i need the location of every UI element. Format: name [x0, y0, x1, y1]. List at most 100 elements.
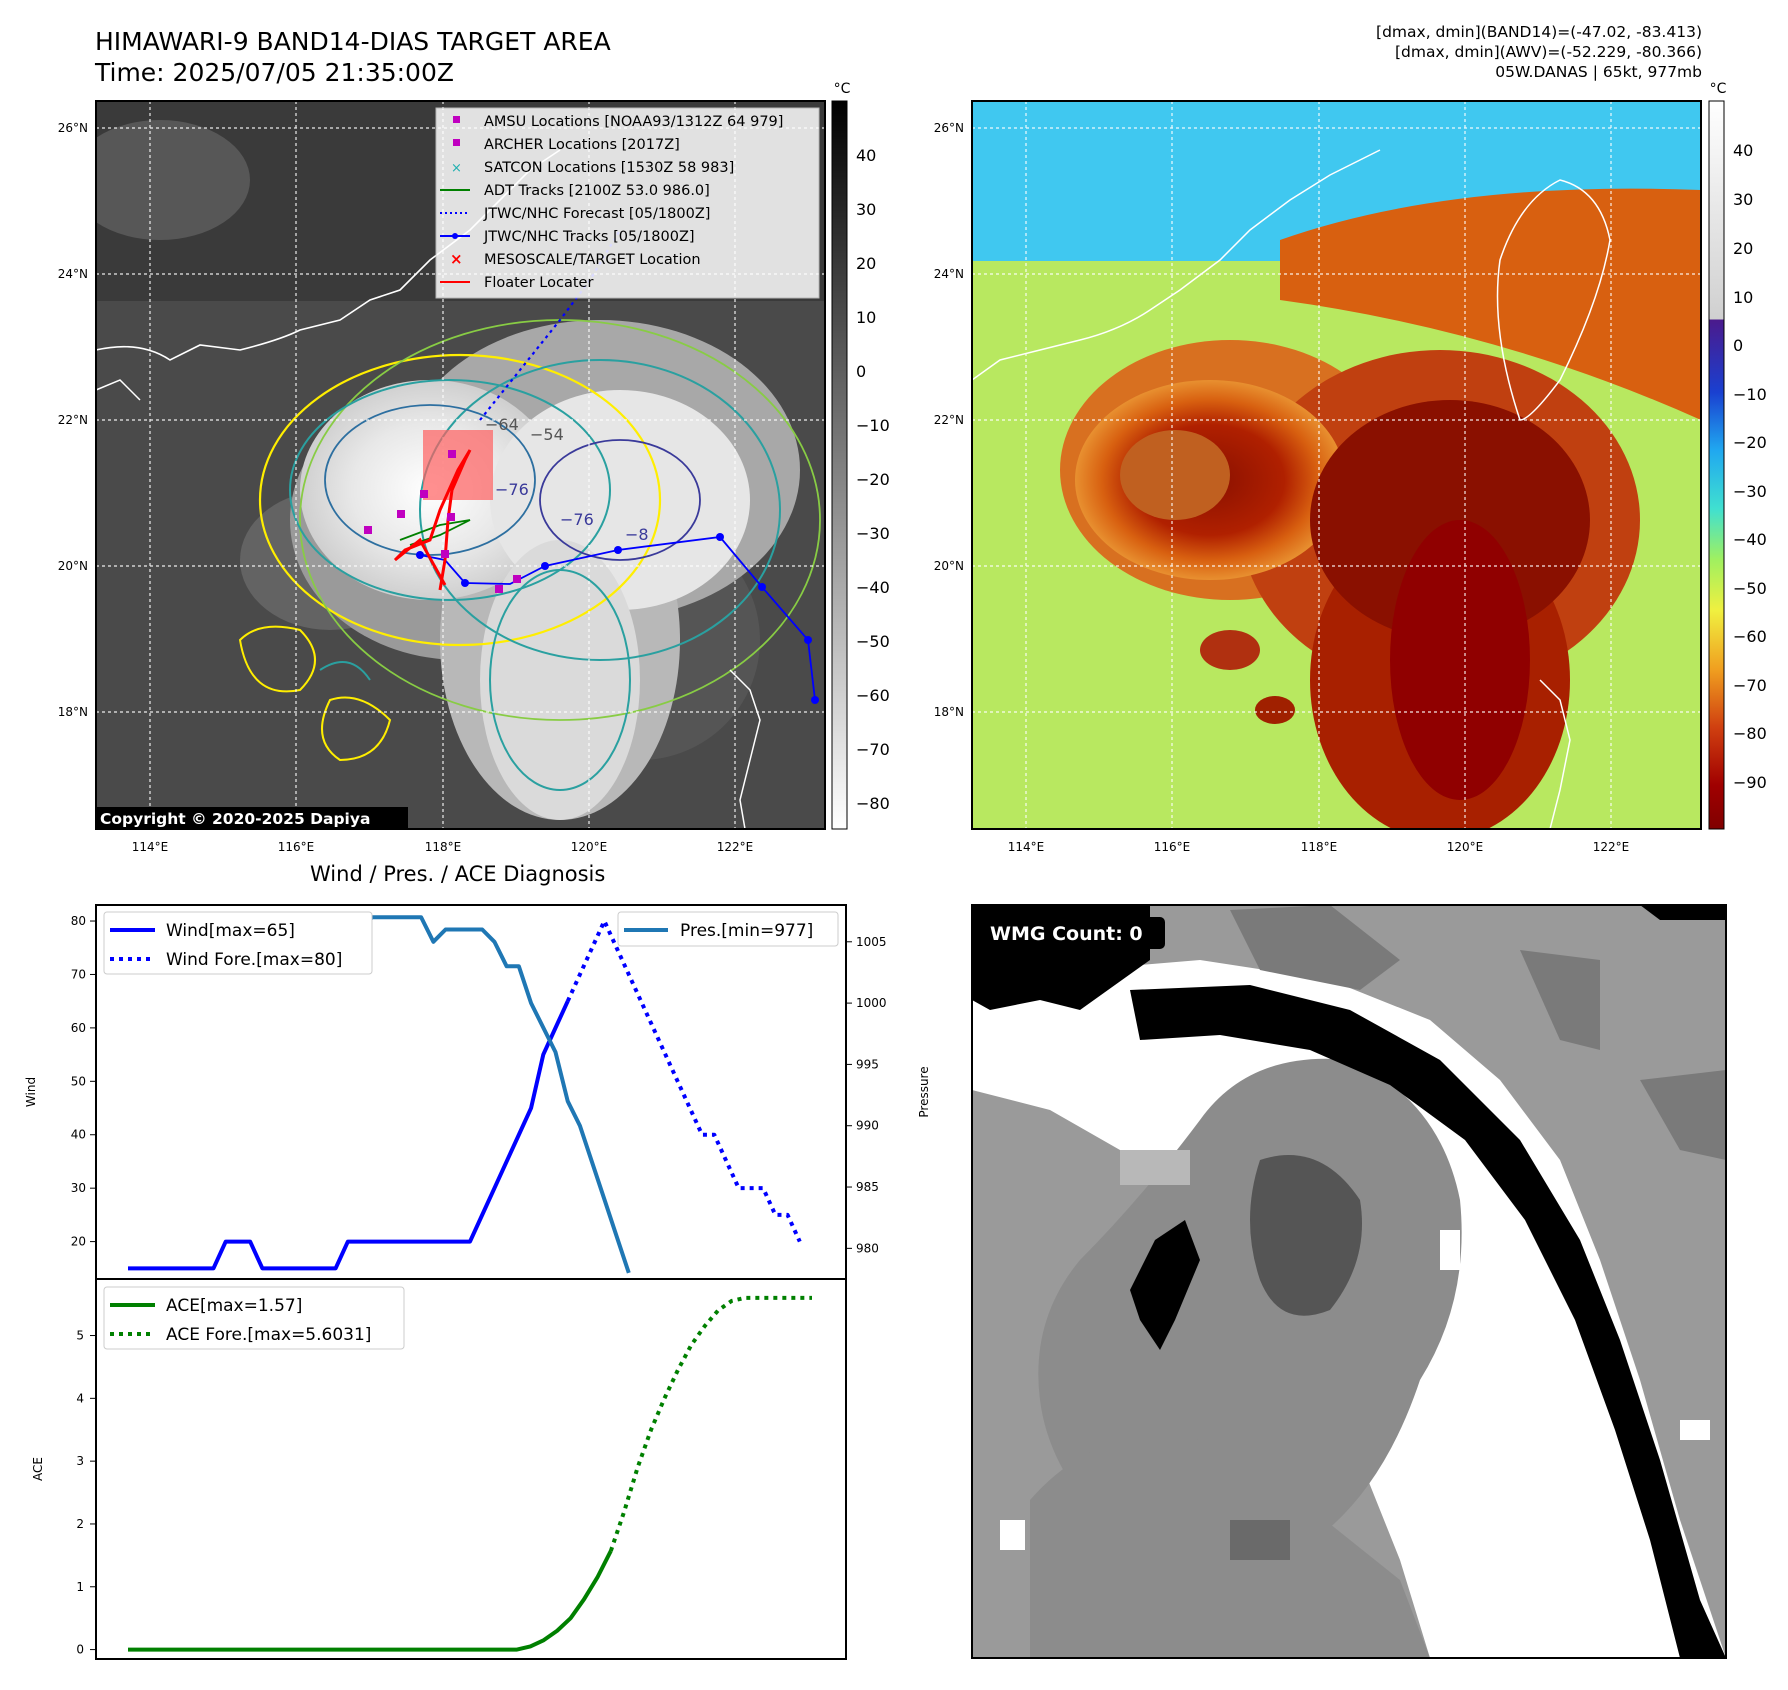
legend-floater: Floater Locater	[484, 275, 593, 291]
svg-text:26°N: 26°N	[934, 121, 964, 135]
wmg-count-label: WMG Count: 0	[990, 923, 1143, 945]
left-map-frame	[95, 100, 826, 830]
ace-legend: ACE[max=1.57] ACE Fore.[max=5.6031]	[103, 1286, 405, 1350]
svg-text:−90: −90	[1733, 773, 1767, 792]
wind-legend-label: Wind[max=65]	[166, 921, 295, 941]
svg-text:−60: −60	[856, 686, 890, 705]
wmg-frame	[971, 904, 1727, 1659]
wind-y-ticks: 20 30 40 50 60 70 80	[71, 914, 96, 1249]
ace-tick-label: 0	[76, 1643, 84, 1657]
legend-forecast: JTWC/NHC Forecast [05/1800Z]	[483, 206, 710, 222]
svg-text:−30: −30	[856, 524, 890, 543]
ace-legend-label: ACE[max=1.57]	[166, 1296, 302, 1316]
svg-text:−20: −20	[1733, 433, 1767, 452]
map-legend: AMSU Locations [NOAA93/1312Z 64 979] ARC…	[435, 107, 820, 299]
left-lat-labels: 26°N 24°N 22°N 20°N 18°N	[58, 121, 88, 719]
ace-tick-label: 1	[76, 1580, 84, 1594]
wind-forecast-line	[565, 919, 802, 1243]
svg-text:118°E: 118°E	[425, 840, 462, 854]
wind-tick-label: 70	[71, 967, 86, 981]
svg-text:20°N: 20°N	[58, 559, 88, 573]
target-legend-marker: ×	[450, 250, 463, 268]
svg-text:−70: −70	[1733, 676, 1767, 695]
svg-text:20: 20	[856, 254, 876, 273]
svg-text:22°N: 22°N	[58, 413, 88, 427]
pressure-tick-label: 995	[856, 1057, 879, 1071]
figure-stats: [dmax, dmin](BAND14)=(-47.02, -83.413) […	[1376, 22, 1702, 82]
svg-text:−10: −10	[1733, 385, 1767, 404]
wind-line	[128, 1000, 570, 1271]
satcon-legend-marker: ×	[451, 161, 462, 176]
wind-tick-label: 30	[71, 1181, 86, 1195]
svg-text:10: 10	[1733, 288, 1753, 307]
svg-text:120°E: 120°E	[571, 840, 608, 854]
ace-forecast-line	[608, 1295, 812, 1552]
wind-tick-label: 50	[71, 1074, 86, 1088]
svg-text:24°N: 24°N	[58, 267, 88, 281]
svg-text:−40: −40	[1733, 530, 1767, 549]
svg-text:24°N: 24°N	[934, 267, 964, 281]
svg-text:0: 0	[856, 362, 866, 381]
svg-text:30: 30	[1733, 190, 1753, 209]
svg-text:120°E: 120°E	[1447, 840, 1484, 854]
svg-text:30: 30	[856, 200, 876, 219]
ace-axis-label: ACE	[31, 1457, 45, 1481]
svg-text:116°E: 116°E	[1154, 840, 1191, 854]
wind-axis-label: Wind	[24, 1077, 38, 1107]
left-colorbar: °C 40 30 20 10 0 −10 −20 −30 −40 −50 −60…	[831, 81, 890, 830]
contour-label: −8	[625, 525, 649, 544]
legend-adt: ADT Tracks [2100Z 53.0 986.0]	[484, 183, 710, 199]
wind-tick-label: 20	[71, 1235, 86, 1249]
contour-label: −64	[485, 415, 519, 434]
ace-chart: 0 1 2 3 4 5 ACE ACE[max=1.57] ACE Fore.[max=5…	[31, 1278, 847, 1660]
copyright-text: Copyright © 2020-2025 Dapiya	[100, 810, 370, 828]
right-lon-labels: 114°E 116°E 118°E 120°E 122°E	[1008, 840, 1630, 854]
left-lon-labels: 114°E 116°E 118°E 120°E 122°E	[132, 840, 754, 854]
svg-text:−30: −30	[1733, 482, 1767, 501]
svg-text:−40: −40	[856, 578, 890, 597]
svg-text:−20: −20	[856, 470, 890, 489]
svg-text:40: 40	[856, 146, 876, 165]
diagnosis-title: Wind / Pres. / ACE Diagnosis	[310, 862, 606, 886]
svg-text:−80: −80	[856, 794, 890, 813]
pressure-legend: Pres.[min=977]	[617, 911, 839, 947]
svg-text:114°E: 114°E	[132, 840, 169, 854]
stat-storm: 05W.DANAS | 65kt, 977mb	[1495, 63, 1702, 81]
legend-archer: ARCHER Locations [2017Z]	[484, 137, 680, 153]
pressure-legend-label: Pres.[min=977]	[680, 921, 813, 941]
legend-amsu: AMSU Locations [NOAA93/1312Z 64 979]	[484, 114, 783, 130]
wmg-label-box	[982, 917, 1165, 949]
ace-tick-label: 2	[76, 1517, 84, 1531]
legend-satcon: SATCON Locations [1530Z 58 983]	[484, 160, 734, 176]
svg-text:−10: −10	[856, 416, 890, 435]
right-lat-labels: 26°N 24°N 22°N 20°N 18°N	[934, 121, 964, 719]
svg-text:122°E: 122°E	[1593, 840, 1630, 854]
ir-color-map	[972, 101, 1701, 829]
svg-text:10: 10	[856, 308, 876, 327]
pressure-tick-label: 985	[856, 1180, 879, 1194]
legend-tracks: JTWC/NHC Tracks [05/1800Z]	[483, 229, 695, 245]
svg-text:114°E: 114°E	[1008, 840, 1045, 854]
contour-label: −76	[495, 480, 529, 499]
ace-tick-label: 5	[76, 1329, 84, 1343]
pressure-axis-label: Pressure	[917, 1066, 931, 1117]
svg-text:40: 40	[1733, 141, 1753, 160]
wind-tick-label: 40	[71, 1128, 86, 1142]
right-colorbar: °C 40 30 20 10 0 −10 −20 −30 −40 −50 −60…	[1708, 81, 1767, 830]
svg-text:18°N: 18°N	[58, 705, 88, 719]
wind-fore-legend-label: Wind Fore.[max=80]	[166, 950, 342, 970]
svg-text:−80: −80	[1733, 724, 1767, 743]
svg-text:22°N: 22°N	[934, 413, 964, 427]
legend-target: MESOSCALE/TARGET Location	[484, 252, 701, 268]
svg-text:26°N: 26°N	[58, 121, 88, 135]
svg-text:118°E: 118°E	[1301, 840, 1338, 854]
svg-text:20: 20	[1733, 239, 1753, 258]
ace-tick-label: 4	[76, 1391, 84, 1405]
contour-label: −76	[560, 510, 594, 529]
wind-tick-label: 60	[71, 1021, 86, 1035]
contour-label: −54	[530, 425, 564, 444]
pressure-tick-label: 1000	[856, 996, 887, 1010]
stat-band14: [dmax, dmin](BAND14)=(-47.02, -83.413)	[1376, 23, 1702, 41]
figure-title: HIMAWARI-9 BAND14-DIAS TARGET AREA Time:…	[95, 27, 611, 87]
wind-tick-label: 80	[71, 914, 86, 928]
